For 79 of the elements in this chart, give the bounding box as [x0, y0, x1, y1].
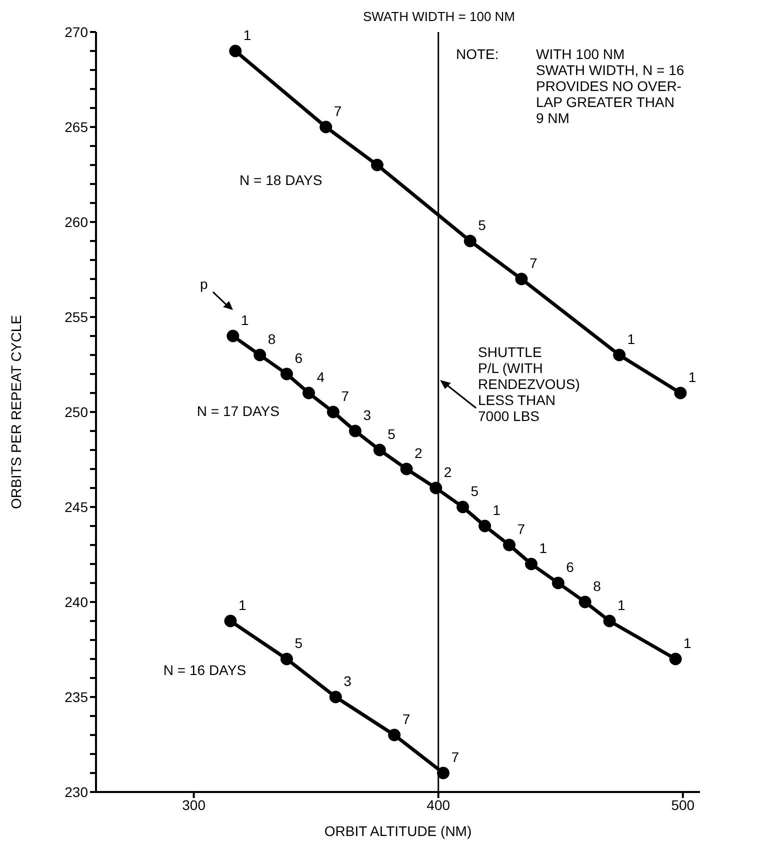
x-tick-label: 300 — [182, 796, 206, 813]
point — [578, 596, 592, 608]
point — [674, 386, 687, 400]
annotation: 1 — [238, 597, 246, 613]
point — [525, 558, 538, 570]
y-tick-label: 265 — [64, 118, 88, 135]
annotation: 5 — [478, 217, 486, 233]
point — [320, 120, 332, 134]
annotation: 1 — [688, 369, 696, 385]
point — [388, 728, 401, 742]
annotation: 2 — [444, 464, 452, 480]
point — [280, 652, 293, 666]
point — [224, 614, 237, 628]
annotation: 7 — [341, 388, 350, 404]
y-tick-label: 255 — [64, 308, 88, 325]
point — [603, 614, 616, 628]
x-tick-label: 500 — [671, 796, 695, 813]
annotation: 7 — [529, 255, 538, 271]
point — [400, 462, 413, 476]
annotation: 1 — [539, 540, 548, 556]
annotation: p — [200, 276, 208, 292]
annotation: 5 — [294, 635, 303, 651]
annotation: 7 — [517, 521, 526, 537]
point — [280, 368, 293, 380]
y-axis-title: ORBITS PER REPEAT CYCLE — [8, 315, 24, 509]
point — [370, 158, 384, 172]
point — [326, 406, 340, 418]
annotation: 7 — [334, 103, 342, 119]
y-tick-label: 230 — [64, 784, 88, 800]
point — [348, 424, 362, 438]
ref-line-label: SHUTTLE P/L (WITH RENDEZVOUS) LESS THAN 7000 LBS — [478, 344, 580, 424]
annotation: 6 — [566, 559, 574, 575]
annotation: 3 — [363, 407, 372, 423]
point — [456, 500, 470, 514]
annotation: 3 — [344, 673, 352, 689]
y-tick-label: 270 — [64, 24, 88, 40]
annotation: 1 — [684, 635, 692, 651]
point — [226, 330, 240, 342]
point — [503, 538, 516, 552]
annotation: 1 — [492, 502, 501, 518]
point — [613, 348, 626, 362]
point — [464, 234, 476, 248]
annotation: 8 — [268, 331, 276, 347]
y-tick-label: 235 — [64, 688, 88, 705]
point — [329, 690, 342, 704]
annotation: NOTE: — [456, 46, 499, 62]
annotation: 6 — [294, 350, 303, 366]
annotation: 1 — [627, 331, 636, 347]
point — [302, 386, 315, 400]
point — [478, 520, 492, 532]
x-tick-label: 400 — [426, 796, 450, 813]
point — [430, 482, 442, 494]
annotation: 8 — [593, 578, 602, 594]
annotation: 7 — [451, 749, 460, 765]
text: N = 18 DAYS — [240, 172, 322, 188]
series-label: N = 17 DAYS — [196, 403, 280, 419]
annotation: WITH 100 NM SWATH WIDTH, N = 16 PROVIDES NO OVER- LAP GREATER THAN 9 NM — [536, 46, 684, 126]
y-tick-label: 250 — [64, 404, 88, 420]
y-tick-label: 245 — [64, 498, 88, 515]
point — [436, 766, 450, 780]
annotation: 5 — [388, 426, 396, 442]
annotation: 1 — [243, 27, 252, 43]
point — [669, 652, 682, 666]
point — [552, 576, 564, 590]
annotation: 7 — [402, 711, 410, 727]
y-tick-label: 260 — [64, 214, 88, 230]
annotation: 1 — [240, 312, 249, 328]
annotation: 1 — [618, 597, 626, 613]
annotation: 5 — [470, 483, 479, 499]
annotation: 2 — [414, 445, 423, 461]
point — [373, 444, 386, 456]
y-tick-label: 240 — [64, 594, 88, 610]
x-axis-title: ORBIT ALTITUDE (NM) — [324, 823, 472, 839]
chart-title: SWATH WIDTH = 100 NM — [362, 9, 516, 24]
series-label: N = 16 DAYS — [163, 662, 246, 678]
point — [229, 44, 242, 58]
point — [515, 272, 528, 286]
annotation: 4 — [316, 369, 325, 385]
point — [254, 348, 266, 362]
